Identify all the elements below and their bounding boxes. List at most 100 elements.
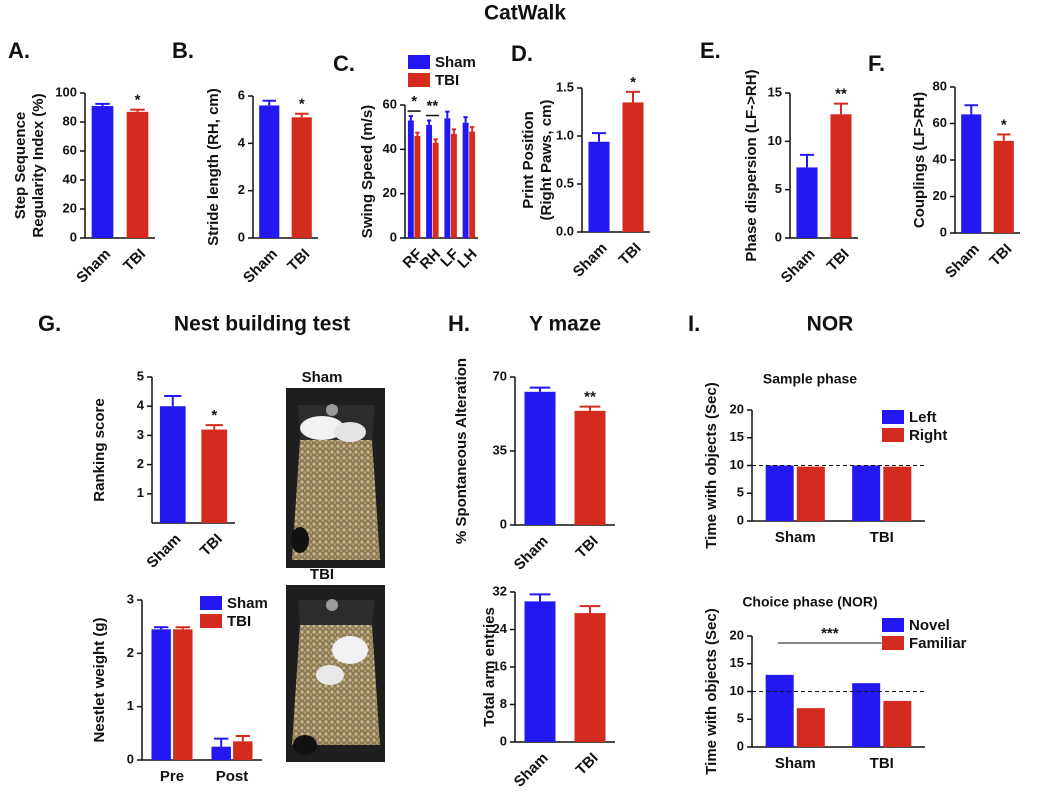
legend-swatch (882, 428, 904, 442)
y-axis-label: Swing Speed (m/s) (359, 105, 376, 238)
y-tick-label: 15 (730, 429, 744, 444)
y-tick-label: 6 (238, 87, 245, 102)
y-tick-label: 3 (127, 591, 134, 606)
bar (574, 613, 606, 742)
bar (796, 466, 825, 521)
legend-label: Novel (909, 617, 950, 634)
bar (414, 136, 421, 238)
significance: *** (821, 625, 839, 642)
y-axis-label: Ranking score (91, 398, 108, 501)
y-tick-label: 24 (493, 621, 508, 636)
y-tick-label: 70 (493, 368, 507, 383)
bar (201, 429, 228, 523)
y-tick-label: 4 (137, 398, 145, 413)
y-axis-label: Stride length (RH, cm) (205, 88, 222, 246)
y-axis-label: Step Sequence (12, 112, 29, 220)
y-tick-label: 10 (730, 457, 744, 472)
panel-label: I. (688, 311, 700, 336)
x-tick-label: TBI (573, 750, 602, 779)
photo-label: Sham (302, 369, 343, 386)
y-tick-label: 60 (933, 115, 947, 130)
legend-label: TBI (227, 613, 251, 630)
legend-label: Right (909, 427, 947, 444)
x-tick-label: TBI (197, 531, 226, 560)
y-tick-label: 0 (775, 229, 782, 244)
y-tick-label: 40 (63, 171, 77, 186)
panel-label: C. (333, 51, 355, 76)
y-tick-label: 5 (737, 711, 744, 726)
y-tick-label: 20 (63, 200, 77, 215)
bar (765, 465, 794, 521)
legend-swatch (200, 596, 222, 610)
photo-label: TBI (310, 566, 334, 583)
significance: * (135, 92, 141, 109)
bar (883, 466, 912, 521)
bar (211, 746, 231, 760)
panel-label: F. (868, 51, 885, 76)
bar (852, 683, 881, 747)
y-tick-label: 5 (737, 485, 744, 500)
y-tick-label: 40 (933, 151, 947, 166)
y-tick-label: 0 (238, 229, 245, 244)
y-tick-label: 1.5 (556, 79, 574, 94)
y-tick-label: 1 (137, 485, 144, 500)
y-tick-label: 5 (137, 368, 144, 383)
legend-swatch (408, 55, 430, 69)
bar (432, 142, 439, 238)
legend-label: Familiar (909, 635, 967, 652)
bar (524, 391, 556, 525)
bar (796, 167, 818, 238)
y-axis-label: (Right Paws, cm) (538, 100, 555, 221)
y-tick-label: 15 (768, 84, 782, 99)
significance: ** (835, 86, 847, 103)
bar (407, 120, 414, 238)
panel-heading: Nest building test (174, 313, 350, 336)
bar (444, 118, 451, 238)
photo-tbi (286, 585, 385, 762)
y-tick-label: 5 (775, 181, 782, 196)
x-tick-label: Post (216, 768, 249, 785)
bar (830, 114, 852, 238)
x-tick-label: Sham (73, 246, 114, 287)
y-tick-label: 0 (500, 733, 507, 748)
bar (588, 141, 610, 232)
y-tick-label: 0 (940, 224, 947, 239)
y-tick-label: 16 (493, 658, 507, 673)
bar (126, 111, 149, 238)
x-tick-label: Pre (160, 768, 184, 785)
legend-swatch (408, 73, 430, 87)
chart-title: Choice phase (NOR) (742, 594, 877, 610)
x-tick-label: Sham (511, 750, 552, 791)
x-tick-label: TBI (616, 240, 645, 269)
bar (450, 133, 457, 238)
significance: * (1001, 116, 1007, 133)
legend-swatch (882, 410, 904, 424)
significance: ** (427, 97, 439, 114)
x-tick-label: Sham (775, 529, 816, 546)
bar (993, 140, 1014, 233)
bar (574, 410, 606, 525)
y-tick-label: 32 (493, 583, 507, 598)
y-tick-label: 1 (127, 698, 134, 713)
legend-label: TBI (435, 72, 459, 89)
bar (91, 106, 114, 238)
bar (765, 674, 794, 747)
x-tick-label: TBI (986, 241, 1015, 270)
bar (233, 741, 253, 760)
x-tick-label: Sham (240, 246, 281, 287)
panel-label: E. (700, 38, 721, 63)
y-axis-label: Phase dispersion (LF->RH) (743, 69, 760, 261)
y-tick-label: 0.0 (556, 223, 574, 238)
photo-sham (286, 388, 385, 568)
panel-label: D. (511, 41, 533, 66)
y-axis-label: % Spontaneous Alteration (453, 358, 470, 544)
significance: * (299, 96, 305, 113)
y-axis-label: Regularity Index (%) (30, 93, 47, 237)
y-tick-label: 8 (500, 696, 507, 711)
bar (291, 117, 312, 238)
bar (852, 465, 881, 521)
x-tick-label: Sham (143, 531, 184, 572)
bar (469, 131, 476, 238)
significance: * (411, 93, 417, 110)
